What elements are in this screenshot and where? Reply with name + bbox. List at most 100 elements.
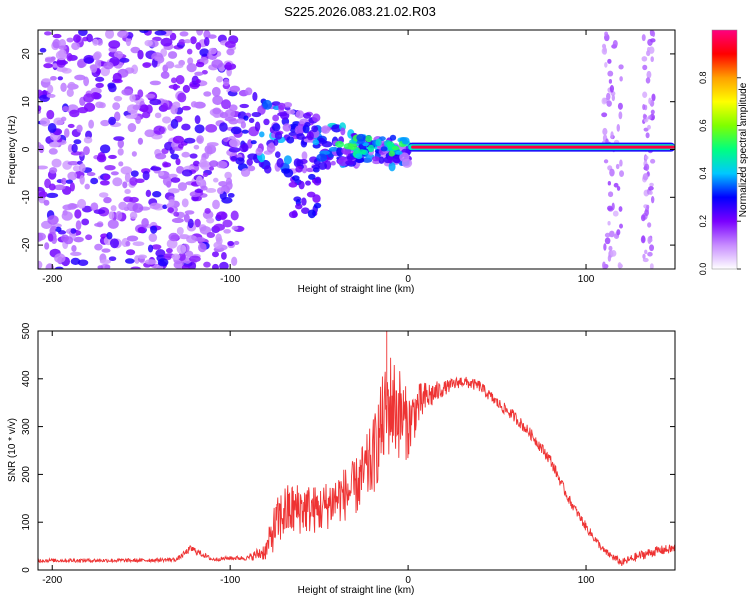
spectrogram-x-tick-label: 100 bbox=[578, 274, 595, 285]
spectrogram-cell bbox=[201, 70, 208, 75]
spectrogram-cell bbox=[81, 218, 90, 226]
spectrogram-cell bbox=[145, 189, 152, 198]
spectrogram-cell bbox=[117, 148, 124, 156]
spectrogram-cell bbox=[75, 220, 82, 231]
spectrogram-cell bbox=[275, 151, 281, 158]
spectrogram-cell bbox=[96, 154, 107, 163]
spectrogram-cell bbox=[248, 117, 255, 124]
spectrogram-cell bbox=[187, 57, 194, 65]
spectrogram-cell bbox=[152, 191, 162, 198]
spectrogram-cell bbox=[226, 48, 235, 56]
snr-y-tick-label: 200 bbox=[21, 466, 32, 483]
spectrogram-cell bbox=[186, 63, 197, 73]
spectrogram-cell bbox=[247, 153, 258, 160]
spectrogram-cell bbox=[39, 47, 47, 53]
spectrogram-cell bbox=[41, 78, 52, 83]
spectrogram-cell bbox=[295, 110, 305, 119]
spectrogram-cell bbox=[215, 233, 222, 243]
spectrogram-cell bbox=[47, 122, 57, 133]
spectrogram-cell bbox=[395, 150, 403, 155]
spectrogram-cell bbox=[110, 171, 119, 176]
spectrogram-cell bbox=[305, 180, 311, 186]
spectrogram-cell bbox=[618, 64, 624, 70]
spectrogram-cell bbox=[47, 215, 59, 225]
spectrogram-cell bbox=[52, 33, 62, 39]
spectrogram-cell bbox=[154, 112, 162, 119]
spectrogram-cell bbox=[170, 153, 179, 160]
spectrogram-cell bbox=[57, 76, 64, 81]
spectrogram-cell bbox=[139, 30, 149, 34]
spectrogram-cell bbox=[649, 263, 654, 269]
spectrogram-cell bbox=[612, 210, 619, 217]
spectrogram-cell bbox=[194, 71, 204, 76]
colorbar-ticks: 0.0 0.2 0.4 0.6 0.8 bbox=[698, 72, 741, 275]
spectrogram-cell bbox=[211, 86, 221, 97]
spectrogram-cell bbox=[174, 64, 184, 69]
spectrogram-y-tick-label: 0 bbox=[21, 146, 32, 152]
spectrogram-cell bbox=[44, 57, 55, 63]
spectrogram-cell bbox=[78, 163, 86, 173]
spectrogram-cell bbox=[99, 180, 110, 186]
spectrogram-cell bbox=[604, 232, 611, 238]
spectrogram-cell bbox=[607, 254, 612, 262]
spectrogram-cell bbox=[389, 134, 397, 141]
spectrogram-cell bbox=[171, 217, 184, 224]
spectrogram-cell bbox=[283, 155, 292, 165]
spectrogram-cell bbox=[170, 118, 179, 129]
spectrogram-cell bbox=[115, 210, 123, 221]
spectrogram-cell bbox=[294, 125, 304, 135]
spectrogram-cell bbox=[179, 31, 189, 37]
spectrogram-cell bbox=[208, 47, 217, 55]
spectrogram-cell bbox=[610, 131, 614, 140]
spectrogram-cell bbox=[39, 117, 51, 127]
spectrogram-cell bbox=[38, 260, 43, 269]
spectrogram-cell bbox=[229, 138, 241, 148]
spectrogram-cell bbox=[647, 222, 652, 228]
spectrogram-cell bbox=[388, 150, 395, 157]
spectrogram-cell bbox=[113, 95, 123, 102]
spectrogram-cell bbox=[616, 185, 621, 191]
spectrogram-cell bbox=[231, 225, 239, 231]
spectrogram-cell bbox=[137, 254, 148, 259]
spectrogram-cell bbox=[163, 162, 172, 168]
spectrogram-cell bbox=[181, 169, 193, 177]
spectrogram-cell bbox=[46, 192, 59, 198]
spectrogram-cell bbox=[167, 51, 178, 59]
spectrogram-cell bbox=[645, 132, 650, 139]
spectrogram-cell bbox=[224, 109, 236, 118]
spectrogram-cell bbox=[345, 160, 355, 166]
spectrogram-cell bbox=[90, 202, 99, 212]
spectrogram-cell bbox=[217, 187, 224, 195]
spectrogram-cell bbox=[124, 188, 131, 195]
spectrogram-cell bbox=[648, 186, 654, 191]
spectrogram-cell bbox=[78, 30, 88, 37]
spectrogram-y-tick-label: -10 bbox=[21, 190, 32, 205]
spectrogram-cell bbox=[272, 114, 280, 122]
spectrogram-cell bbox=[92, 52, 101, 61]
spectrogram-cell bbox=[83, 93, 95, 103]
spectrogram-cell bbox=[132, 241, 145, 247]
spectrogram-cell bbox=[364, 135, 373, 143]
snr-y-tick-label: 400 bbox=[21, 370, 32, 387]
spectrogram-cell bbox=[650, 38, 656, 43]
spectrogram-cell bbox=[137, 226, 146, 234]
spectrogram-cell bbox=[193, 160, 200, 167]
spectrogram-cell bbox=[206, 142, 219, 147]
spectrogram-cell bbox=[194, 188, 204, 193]
spectrogram-cell bbox=[282, 123, 292, 132]
spectrogram-cell bbox=[219, 261, 229, 269]
spectrogram-cell bbox=[648, 115, 652, 120]
spectrogram-x-tick-label: -100 bbox=[220, 274, 240, 285]
spectrogram-cell bbox=[77, 198, 87, 209]
spectrogram-cell bbox=[168, 232, 179, 242]
spectrogram-cell bbox=[288, 181, 298, 188]
spectrogram-cell bbox=[149, 80, 162, 86]
spectrogram-cell bbox=[306, 131, 314, 141]
spectrogram-cell bbox=[150, 166, 162, 171]
spectrogram-cell bbox=[122, 181, 128, 189]
spectrogram-cell bbox=[206, 232, 216, 238]
spectrogram-cell bbox=[178, 143, 184, 149]
spectrogram-cell bbox=[204, 207, 211, 214]
spectrogram-cell bbox=[392, 156, 401, 164]
spectrogram-cell bbox=[168, 84, 181, 90]
